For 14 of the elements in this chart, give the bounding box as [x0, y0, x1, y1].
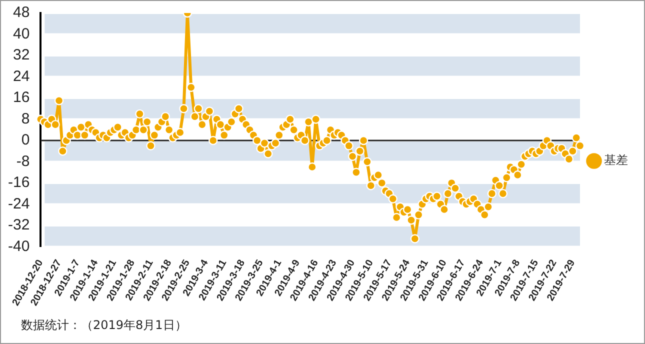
y-tick-label: -32 — [8, 216, 30, 234]
y-tick-label: -8 — [16, 152, 30, 170]
y-tick-label: 40 — [12, 25, 30, 42]
y-tick-label: 32 — [12, 46, 30, 64]
y-tick-label: 48 — [12, 4, 30, 22]
y-tick-label: 8 — [21, 110, 30, 128]
y-tick-label: -40 — [8, 238, 30, 255]
y-tick-label: 24 — [12, 68, 30, 85]
y-tick-label: -16 — [8, 174, 30, 192]
text: 数据统计：（2019年8月1日） — [21, 317, 187, 334]
legend-label: 基差 — [604, 153, 628, 168]
y-tick-label: -24 — [8, 195, 30, 212]
y-tick-label: 16 — [12, 89, 30, 106]
y-tick-label: 0 — [21, 132, 30, 149]
